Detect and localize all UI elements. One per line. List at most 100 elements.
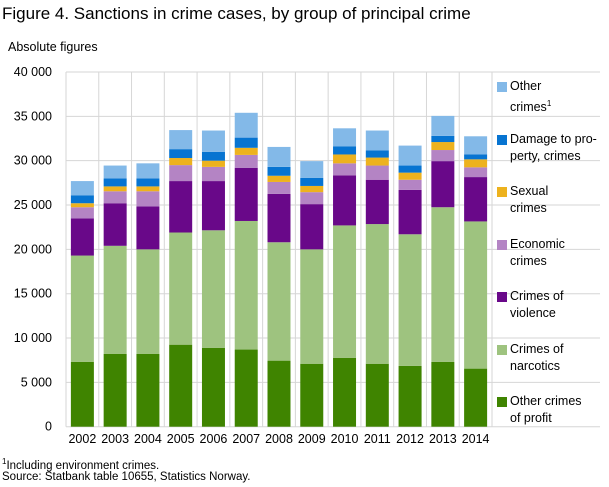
x-tick-label: 2013 <box>429 432 457 446</box>
legend-swatch <box>497 82 507 92</box>
bar-segment <box>103 165 127 179</box>
legend-label: Damage to pro-perty, crimes <box>510 131 597 163</box>
y-tick-label: 5 000 <box>21 375 52 389</box>
bar-segment <box>103 186 127 192</box>
bar-segment <box>333 128 357 147</box>
bar-segment <box>201 166 225 182</box>
bar-segment <box>365 224 389 364</box>
bar-segment <box>464 177 488 222</box>
bar-segment <box>333 357 357 427</box>
y-tick-label: 0 <box>45 420 52 434</box>
bar-segment <box>234 154 258 168</box>
y-tick-label: 25 000 <box>14 198 52 212</box>
bar-segment <box>201 230 225 348</box>
bar-segment <box>365 179 389 225</box>
bar-segment <box>103 353 127 427</box>
bar-segment <box>234 137 258 148</box>
bar-segment <box>300 363 324 427</box>
bar-segment <box>70 181 94 196</box>
bar-segment <box>365 165 389 180</box>
footnote: 1Including environment crimes. <box>2 457 159 472</box>
bar-segment <box>365 157 389 166</box>
bar-segment <box>136 206 160 250</box>
bar-segment <box>398 189 422 235</box>
y-tick-label: 35 000 <box>14 109 52 123</box>
source: Source: Statbank table 10655, Statistics… <box>2 471 251 483</box>
bar-segment <box>365 363 389 427</box>
bar-segment <box>201 181 225 231</box>
x-tick-label: 2008 <box>265 432 293 446</box>
legend-label: Crimes of violence <box>510 289 564 320</box>
bar-segment <box>70 255 94 362</box>
bar-segment <box>136 191 160 207</box>
bar-segment <box>267 360 291 427</box>
bar-segment <box>300 161 324 178</box>
x-tick-label: 2014 <box>462 432 490 446</box>
footnote-mark: 1 <box>2 457 7 466</box>
bar-segment <box>201 130 225 152</box>
bar-segment <box>398 365 422 427</box>
bar-segment <box>267 166 291 176</box>
bar-segment <box>431 207 455 362</box>
bar-segment <box>169 130 193 150</box>
bar-segment <box>431 142 455 151</box>
x-tick-label: 2009 <box>298 432 326 446</box>
bar-segment <box>234 112 258 138</box>
bar-segment <box>234 167 258 221</box>
y-tick-label: 20 000 <box>14 242 52 256</box>
bar-segment <box>300 192 324 205</box>
chart-title: Figure 4. Sanctions in crime cases, by g… <box>2 4 471 23</box>
bar-segment <box>431 150 455 162</box>
bar-segment <box>333 225 357 358</box>
bar-segment <box>398 234 422 366</box>
legend-swatch <box>497 187 507 197</box>
bar-segment <box>431 135 455 143</box>
legend-swatch <box>497 292 507 302</box>
bar-segment <box>300 177 324 186</box>
legend-swatch <box>497 344 507 355</box>
x-tick-label: 2005 <box>167 432 195 446</box>
x-tick-label: 2002 <box>68 432 96 446</box>
bar-segment <box>169 158 193 166</box>
bar-segment <box>464 154 488 160</box>
bar-segment <box>300 249 324 364</box>
y-tick-label: 40 000 <box>14 65 52 79</box>
bar-segment <box>464 136 488 155</box>
bar-segment <box>464 159 488 168</box>
y-tick-label: 30 000 <box>14 154 52 168</box>
bar-segment <box>431 161 455 208</box>
bar-segment <box>267 242 291 361</box>
bar-segment <box>103 245 127 354</box>
y-tick-label: 10 000 <box>14 331 52 345</box>
x-tick-label: 2007 <box>232 432 260 446</box>
bar-segment <box>365 130 389 151</box>
bar-segment <box>136 163 160 179</box>
bar-segment <box>464 167 488 178</box>
bar-segment <box>431 361 455 427</box>
y-tick-label: 15 000 <box>14 287 52 301</box>
x-tick-label: 2003 <box>101 432 129 446</box>
legend-label: Sexual crimes <box>510 184 549 215</box>
x-tick-label: 2012 <box>396 432 424 446</box>
x-tick-label: 2011 <box>364 432 391 446</box>
bar-segment <box>267 181 291 194</box>
bar-segment <box>234 147 258 155</box>
bar-segment <box>169 344 193 427</box>
bar-segment <box>431 115 455 136</box>
bar-segment <box>300 185 324 193</box>
legend-swatch <box>497 397 507 407</box>
bar-segment <box>234 220 258 350</box>
bar-segment <box>103 191 127 204</box>
bar-segment <box>201 347 225 427</box>
bar-segment <box>70 203 94 208</box>
bar-segment <box>70 195 94 204</box>
bar-segment <box>333 163 357 176</box>
bar-segment <box>169 165 193 182</box>
bar-segment <box>169 149 193 159</box>
bar-segment <box>333 146 357 155</box>
bar-segment <box>70 218 94 256</box>
bar-segment <box>136 186 160 192</box>
bar-segment <box>169 181 193 233</box>
bar-segment <box>267 193 291 243</box>
